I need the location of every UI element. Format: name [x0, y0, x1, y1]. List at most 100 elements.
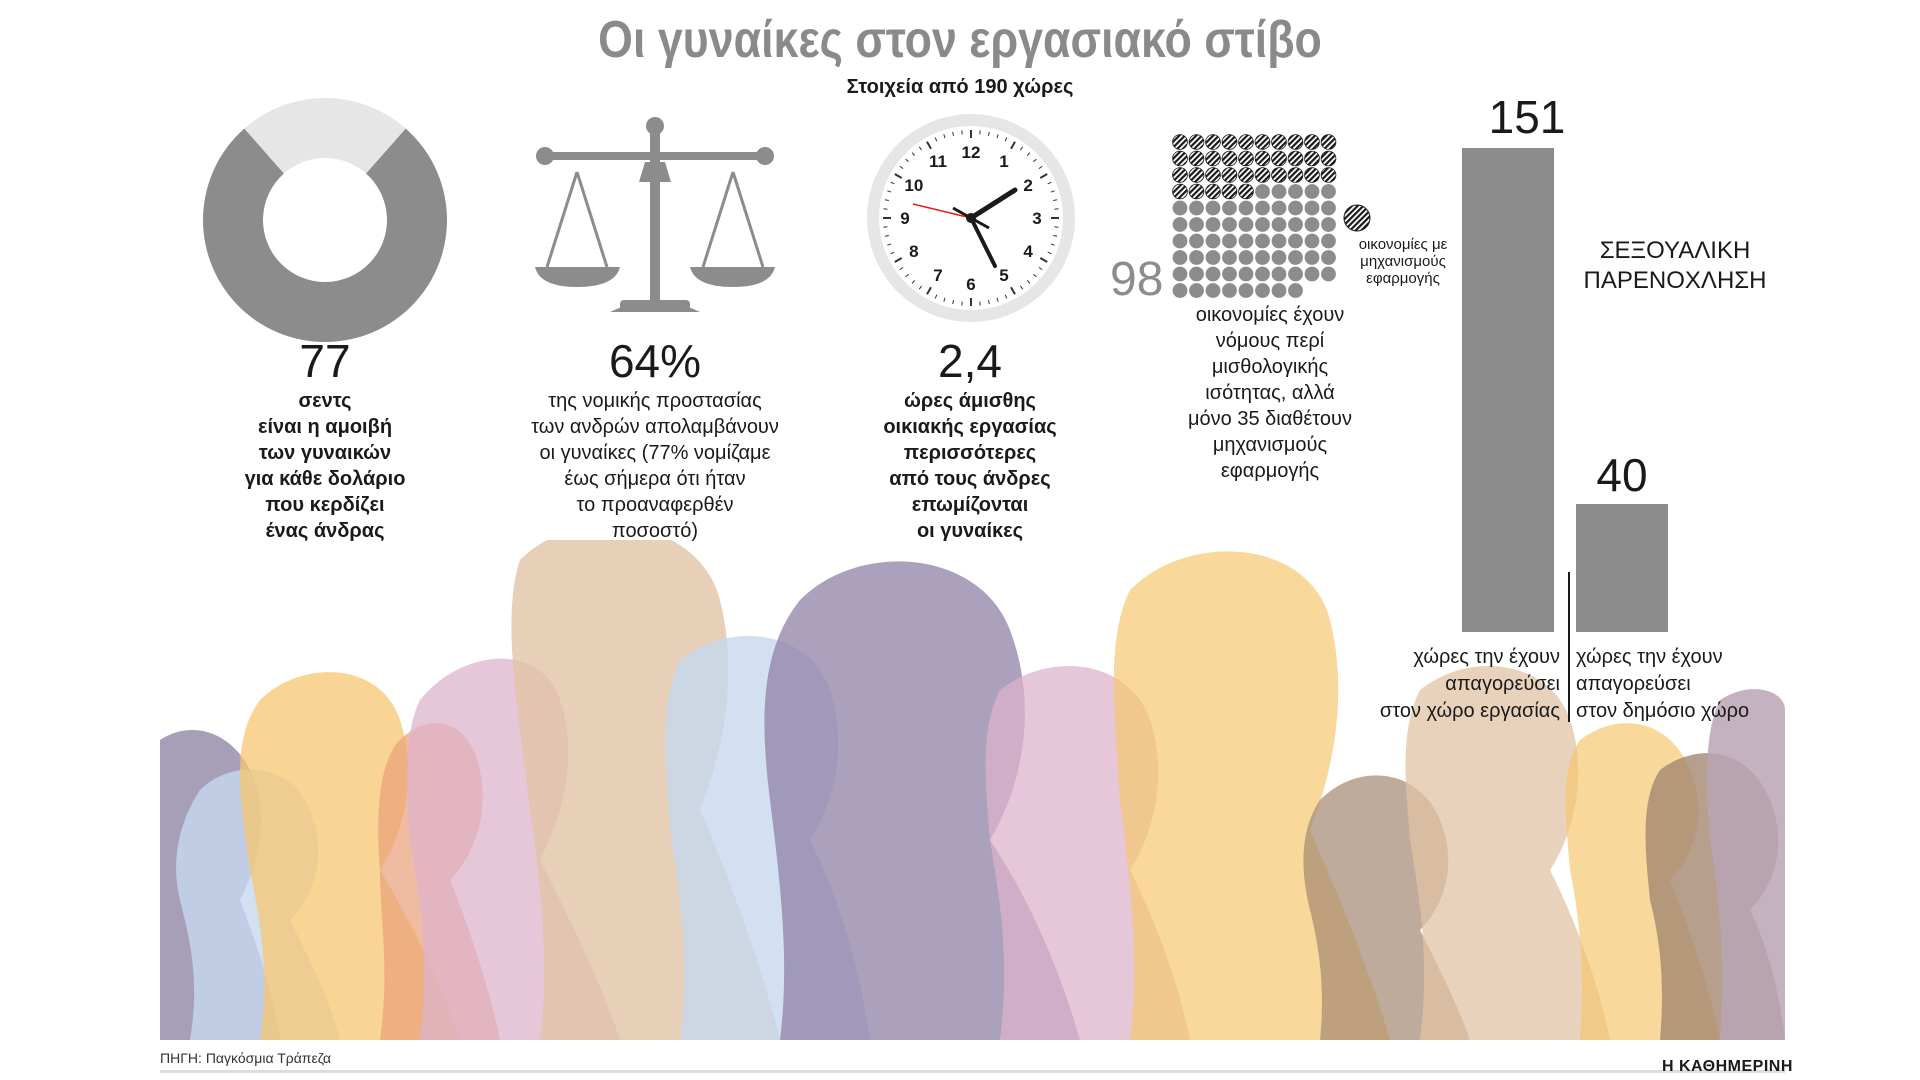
- economy-dot-enforced: [1238, 167, 1254, 183]
- stat-caption-economies: οικονομίες έχουν νόμους περί μισθολογική…: [1140, 302, 1400, 484]
- caption-line: ώρες άμισθης: [904, 390, 1036, 412]
- caption-line: εφαρμογής: [1220, 460, 1320, 482]
- economy-dot-enforced: [1287, 134, 1304, 150]
- economy-dot-enforced: [1188, 183, 1205, 200]
- clock-number: 5: [999, 266, 1008, 285]
- legend-line: εφαρμογής: [1366, 270, 1440, 287]
- caption-line: από τους άνδρες: [889, 468, 1051, 490]
- clock-tick: [911, 280, 916, 284]
- clock-tick: [1019, 285, 1024, 290]
- economy-dot: [1321, 266, 1336, 282]
- clock-tick: [1010, 141, 1016, 150]
- economy-dot: [1222, 200, 1237, 216]
- economy-dot: [1238, 200, 1254, 216]
- clock-tick: [890, 251, 895, 255]
- clock-tick: [1033, 158, 1037, 163]
- economy-dot: [1238, 283, 1254, 298]
- economy-dot: [1288, 217, 1303, 232]
- heading-line: ΠΑΡΕΝΟΧΛΗΣΗ: [1583, 267, 1767, 294]
- economy-dot: [1238, 233, 1254, 249]
- stat-value-economies: 98: [1110, 253, 1164, 306]
- donut-chart: [203, 98, 447, 342]
- stat-caption-cents: σεντς είναι η αμοιβή των γυναικών για κά…: [195, 388, 455, 544]
- legend-line: οικονομίες με: [1358, 236, 1448, 253]
- clock-number: 3: [1032, 209, 1041, 228]
- clock-tick: [905, 273, 909, 278]
- heading-line: ΣΕΞΟΥΑΛΙΚΗ: [1599, 237, 1751, 264]
- clock-tick: [926, 286, 932, 295]
- caption-line: περισσότερες: [903, 442, 1037, 464]
- economy-dot: [1255, 200, 1270, 216]
- economy-dot: [1288, 184, 1303, 199]
- economy-dot-enforced: [1254, 134, 1271, 150]
- economy-dot: [1321, 184, 1336, 199]
- publisher-brand: Η ΚΑΘΗΜΕΡΙΝΗ: [1662, 1058, 1793, 1075]
- clock-tick: [996, 297, 999, 302]
- caption-line: ποσοστό): [611, 520, 699, 542]
- economy-dot: [1304, 217, 1320, 232]
- clock-tick: [987, 300, 990, 305]
- clock-tick: [1047, 181, 1052, 185]
- economy-dot-enforced: [1320, 134, 1337, 150]
- stat-value-unpaid-hours: 2,4: [938, 335, 1002, 387]
- economy-dot: [1288, 283, 1303, 298]
- economy-dot: [1172, 283, 1188, 298]
- clock-tick: [1053, 199, 1058, 202]
- infographic-subtitle: Στοιχεία από 190 χώρες: [846, 76, 1074, 98]
- economy-dot: [1255, 250, 1270, 265]
- economy-dot-enforced: [1320, 150, 1337, 167]
- infographic-title: Οι γυναίκες στον εργασιακό στίβο: [598, 11, 1322, 69]
- economy-dot-enforced: [1238, 134, 1254, 150]
- clock-tick: [1039, 257, 1048, 263]
- caption-line: των ανδρών απολαμβάνουν: [531, 416, 779, 438]
- economy-dot: [1222, 233, 1237, 249]
- economy-dot: [1189, 250, 1204, 265]
- stat-caption-unpaid-hours: ώρες άμισθης οικιακής εργασίας περισσότε…: [840, 388, 1100, 544]
- source-note: ΠΗΓΗ: Παγκόσμια Τράπεζα: [160, 1050, 332, 1066]
- bar-caption-public-space: χώρες την έχουν απαγορεύσει στον δημόσιο…: [1576, 644, 1776, 725]
- economy-dot: [1205, 217, 1221, 232]
- economy-dot: [1271, 250, 1287, 265]
- clock-tick: [934, 294, 938, 299]
- clock-tick: [884, 199, 889, 202]
- economy-dot-enforced: [1205, 134, 1221, 150]
- economy-dot-enforced: [1221, 134, 1238, 150]
- economy-dot-enforced: [1238, 183, 1254, 200]
- economy-dot: [1189, 233, 1204, 249]
- clock-tick: [1019, 146, 1024, 151]
- economy-dot: [1304, 266, 1320, 282]
- economy-dot: [1304, 200, 1320, 216]
- economy-dot: [1172, 233, 1188, 249]
- clock-tick: [918, 146, 923, 151]
- scales-of-justice-icon: [535, 117, 775, 312]
- economy-dot: [1271, 200, 1287, 216]
- clock-number: 7: [933, 266, 942, 285]
- clock-tick: [1047, 251, 1052, 255]
- economy-dot: [1222, 266, 1237, 282]
- economy-dot: [1321, 217, 1336, 232]
- clock-tick: [905, 158, 909, 163]
- economy-dot: [1222, 217, 1237, 232]
- economy-dot: [1288, 250, 1303, 265]
- economy-dot: [1271, 283, 1287, 298]
- clock-tick: [918, 285, 923, 290]
- clock-number: 12: [962, 143, 981, 162]
- donut-filled-segment: [203, 128, 447, 342]
- economy-dot: [1172, 217, 1188, 232]
- clock-tick: [911, 152, 916, 156]
- clock-tick: [1050, 190, 1055, 193]
- legend-line: μηχανισμούς: [1360, 253, 1446, 270]
- clock-tick: [887, 190, 892, 193]
- economies-dot-grid: [1172, 134, 1337, 298]
- clock-tick: [1050, 243, 1055, 246]
- clock-tick: [1004, 294, 1008, 299]
- economy-dot-enforced: [1172, 150, 1188, 167]
- caption-line: οι γυναίκες (77% νομίζαμε: [539, 442, 771, 464]
- clock-tick: [996, 134, 999, 139]
- clock-tick: [1026, 152, 1031, 156]
- clock-tick: [1038, 165, 1043, 170]
- clock-tick: [1010, 286, 1016, 295]
- caption-line: το προαναφερθέν: [576, 494, 734, 516]
- clock-number: 6: [966, 275, 975, 294]
